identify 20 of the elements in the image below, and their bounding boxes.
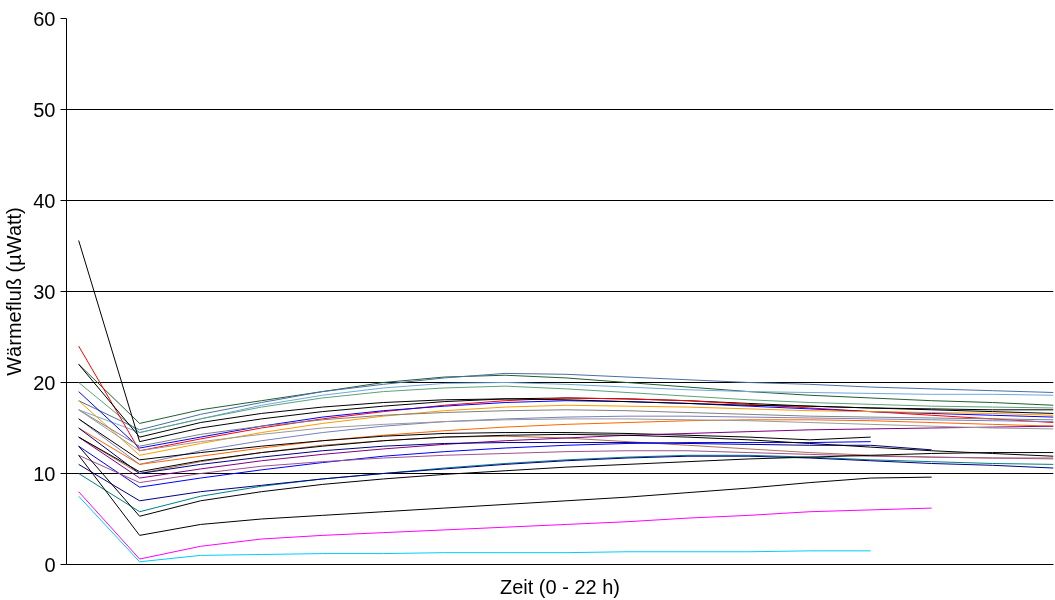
line-series <box>78 491 933 560</box>
y-tick-label: 50 <box>33 98 56 121</box>
y-tick-label: 40 <box>33 189 56 212</box>
x-axis-title: Zeit (0 - 22 h) <box>499 575 621 598</box>
line-series <box>78 427 933 474</box>
line-series <box>78 400 1054 456</box>
line-series <box>78 455 1054 502</box>
line-series <box>78 372 1054 431</box>
line-series <box>78 441 872 488</box>
line-series <box>78 425 1054 479</box>
y-tick-label: 20 <box>33 371 56 394</box>
line-series <box>78 450 1054 484</box>
line-series <box>78 495 872 563</box>
line-series <box>78 382 1054 434</box>
y-tick-label: 60 <box>33 7 56 30</box>
y-tick-label: 0 <box>44 553 56 576</box>
y-tick-label: 30 <box>33 280 56 303</box>
line-series <box>78 363 1054 424</box>
y-tick-label: 10 <box>33 462 56 485</box>
y-axis-title: Wärmefluß (µWatt) <box>3 207 26 376</box>
